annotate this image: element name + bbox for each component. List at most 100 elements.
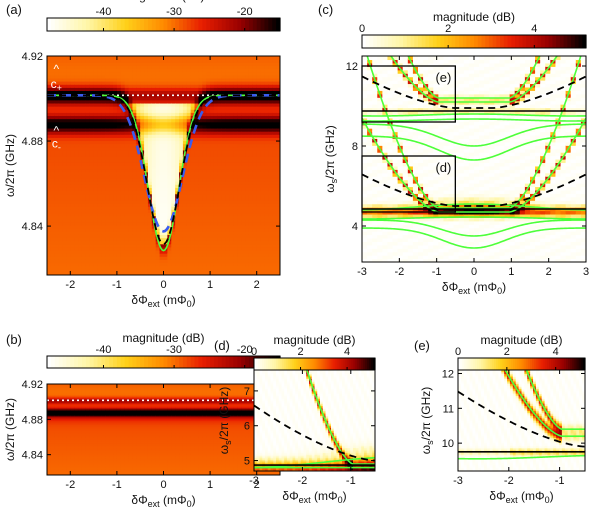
heat-cell — [74, 430, 79, 433]
heat-cell — [147, 193, 153, 198]
heat-cell — [74, 56, 79, 60]
heat-cell — [175, 81, 180, 85]
heat-cell — [62, 384, 68, 386]
heat-cell — [62, 237, 68, 242]
heat-cell — [58, 181, 64, 185]
heat-cell — [109, 262, 114, 267]
heat-cell — [198, 196, 203, 201]
heat-cell — [198, 262, 203, 267]
heat-cell — [233, 246, 238, 251]
heat-cell — [248, 246, 254, 251]
heat-cell — [132, 62, 137, 66]
heat-cell — [206, 196, 211, 201]
heat-cell — [194, 243, 200, 248]
heat-cell — [140, 68, 145, 73]
heat-cell — [54, 469, 60, 472]
heat-cell — [272, 265, 277, 270]
heat-cell — [198, 237, 203, 242]
heat-cell — [186, 171, 192, 176]
colorbar-cell — [245, 18, 250, 31]
heat-cell — [276, 249, 280, 254]
heat-cell — [136, 162, 141, 167]
heat-cell — [272, 256, 277, 260]
heat-cell — [97, 259, 102, 264]
heat-cell — [136, 209, 141, 214]
heat-cell — [268, 234, 273, 239]
heat-cell — [54, 159, 60, 163]
heat-cell — [70, 215, 75, 220]
heat-cell — [256, 159, 262, 163]
heat-cell — [116, 102, 122, 107]
heat-cell — [81, 423, 87, 425]
heat-cell — [179, 137, 184, 142]
heat-cell — [225, 268, 231, 273]
heat-cell — [237, 193, 242, 198]
heat-cell — [50, 162, 56, 167]
heat-cell — [179, 74, 184, 79]
heat-cell — [81, 450, 87, 453]
heat-cell — [81, 243, 87, 248]
heat-cell — [268, 265, 273, 270]
heat-cell — [186, 268, 192, 273]
heat-cell — [237, 81, 242, 85]
heat-cell — [245, 59, 250, 63]
heat-cell — [128, 112, 134, 117]
heat-cell — [78, 408, 83, 411]
heat-cell — [81, 465, 87, 468]
heat-cell — [194, 71, 200, 76]
heat-cell — [78, 240, 83, 245]
heat-cell — [264, 102, 269, 107]
heat-cell — [47, 455, 52, 458]
heat-cell — [272, 109, 277, 113]
heat-cell — [70, 102, 75, 107]
heat-cell — [206, 171, 211, 176]
heat-cell — [89, 134, 95, 138]
heat-cell — [47, 411, 52, 414]
heat-cell — [58, 71, 64, 76]
heat-cell — [58, 228, 64, 232]
heat-cell — [182, 181, 188, 185]
heat-cell — [268, 196, 273, 201]
heat-cell — [225, 65, 231, 70]
heat-cell — [54, 112, 60, 117]
heat-cell — [78, 206, 83, 210]
heat-cell — [140, 228, 145, 232]
heat-cell — [132, 127, 137, 132]
heat-cell — [85, 240, 91, 245]
heat-cell — [175, 171, 180, 176]
heat-cell — [66, 434, 71, 437]
heat-cell — [113, 146, 118, 151]
heat-cell — [256, 131, 262, 135]
heat-cell — [182, 231, 188, 235]
heat-cell — [89, 199, 95, 204]
heat-cell — [105, 199, 110, 204]
heat-cell — [213, 221, 219, 226]
heat-cell — [256, 149, 262, 154]
heat-cell — [66, 398, 71, 401]
heat-cell — [210, 190, 215, 195]
heat-cell — [93, 271, 99, 275]
heat-cell — [206, 56, 211, 60]
heat-cell — [182, 178, 188, 182]
heat-cell — [167, 77, 172, 82]
heat-cell — [221, 143, 227, 148]
heat-cell — [155, 209, 161, 214]
heat-cell — [256, 140, 262, 145]
heat-cell — [109, 134, 114, 138]
heat-cell — [248, 178, 254, 182]
heat-cell — [264, 190, 269, 195]
heat-cell — [97, 109, 102, 113]
heat-cell — [62, 398, 68, 401]
heat-cell — [54, 411, 60, 414]
heat-cell — [144, 271, 149, 275]
heat-cell — [74, 389, 79, 392]
heat-cell — [74, 96, 79, 101]
heat-cell — [229, 106, 234, 110]
heat-cell — [198, 181, 203, 185]
heat-cell — [225, 71, 231, 76]
heat-cell — [151, 90, 157, 95]
heat-cell — [252, 127, 258, 132]
heat-cell — [54, 162, 60, 167]
heat-cell — [74, 438, 79, 441]
heat-cell — [182, 68, 188, 73]
